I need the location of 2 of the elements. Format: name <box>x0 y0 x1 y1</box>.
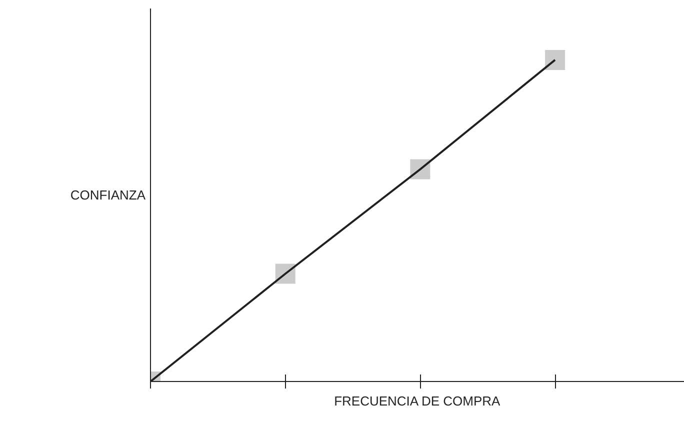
y-axis-title: CONFIANZA <box>70 188 146 202</box>
x-axis-title: FRECUENCIA DE COMPRA <box>334 394 501 408</box>
